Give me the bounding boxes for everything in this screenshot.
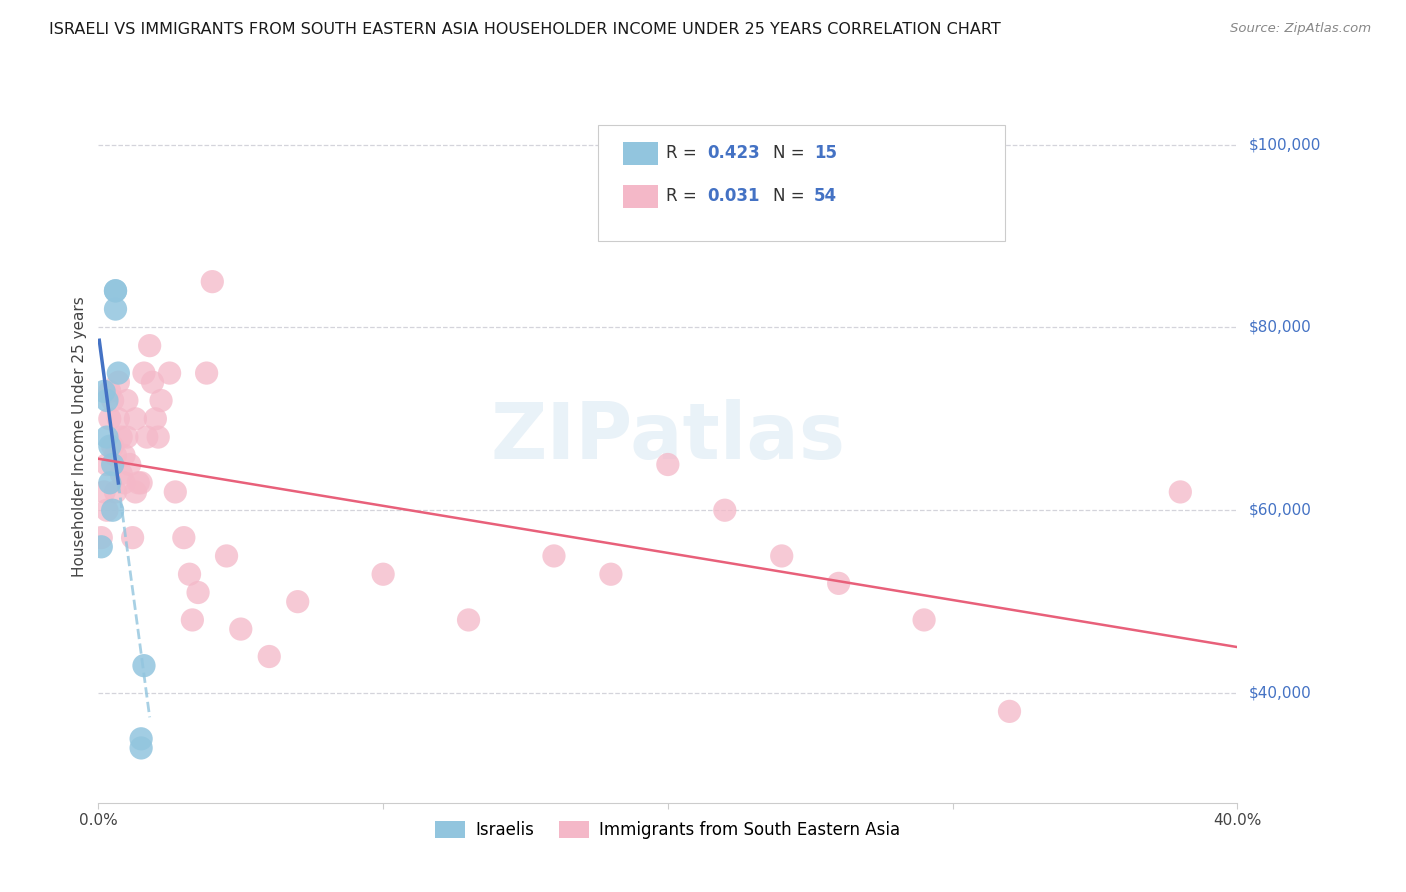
- Text: 54: 54: [814, 187, 837, 205]
- Point: [145, 411, 167, 425]
- Point: [101, 503, 124, 517]
- Point: [215, 549, 238, 563]
- Text: 15: 15: [814, 145, 837, 162]
- Point: [96, 503, 118, 517]
- Point: [770, 549, 793, 563]
- Point: [181, 613, 204, 627]
- Text: R =: R =: [666, 187, 703, 205]
- Point: [132, 658, 155, 673]
- Point: [600, 567, 623, 582]
- Point: [107, 366, 129, 380]
- Point: [173, 531, 195, 545]
- Point: [373, 567, 395, 582]
- Point: [457, 613, 479, 627]
- Point: [98, 411, 121, 425]
- Point: [912, 613, 935, 627]
- Point: [96, 458, 118, 472]
- Point: [115, 393, 138, 408]
- Point: [259, 649, 281, 664]
- Point: [195, 366, 218, 380]
- Point: [104, 448, 127, 462]
- Text: $100,000: $100,000: [1249, 137, 1320, 152]
- Point: [90, 531, 112, 545]
- Text: $40,000: $40,000: [1249, 686, 1312, 700]
- Point: [150, 393, 173, 408]
- Text: Source: ZipAtlas.com: Source: ZipAtlas.com: [1230, 22, 1371, 36]
- Point: [828, 576, 851, 591]
- Point: [112, 448, 135, 462]
- Point: [96, 430, 118, 444]
- Point: [1170, 484, 1192, 499]
- Point: [104, 284, 127, 298]
- Text: N =: N =: [773, 145, 810, 162]
- Point: [110, 430, 132, 444]
- Point: [101, 458, 124, 472]
- Point: [287, 594, 309, 608]
- Point: [141, 375, 163, 389]
- Point: [165, 484, 187, 499]
- Point: [138, 338, 160, 352]
- Point: [104, 284, 127, 298]
- Point: [107, 411, 129, 425]
- Point: [159, 366, 181, 380]
- Point: [121, 531, 143, 545]
- Y-axis label: Householder Income Under 25 years: Householder Income Under 25 years: [72, 297, 87, 577]
- Point: [115, 430, 138, 444]
- Point: [112, 475, 135, 490]
- Point: [998, 704, 1021, 718]
- Point: [187, 585, 209, 599]
- Point: [98, 439, 121, 453]
- Point: [229, 622, 252, 636]
- Point: [98, 475, 121, 490]
- Point: [93, 384, 115, 399]
- Point: [93, 484, 115, 499]
- Point: [104, 301, 127, 317]
- Point: [714, 503, 737, 517]
- Point: [101, 439, 124, 453]
- Point: [129, 740, 152, 755]
- Point: [110, 467, 132, 481]
- Point: [104, 484, 127, 499]
- Point: [101, 393, 124, 408]
- Point: [201, 275, 224, 289]
- Point: [124, 484, 146, 499]
- Point: [179, 567, 201, 582]
- Text: $80,000: $80,000: [1249, 320, 1312, 334]
- Point: [124, 411, 146, 425]
- Text: N =: N =: [773, 187, 810, 205]
- Point: [129, 731, 152, 746]
- Point: [543, 549, 565, 563]
- Point: [107, 375, 129, 389]
- Point: [98, 384, 121, 399]
- Text: ZIPatlas: ZIPatlas: [491, 399, 845, 475]
- Point: [129, 475, 152, 490]
- Point: [90, 540, 112, 554]
- Text: ISRAELI VS IMMIGRANTS FROM SOUTH EASTERN ASIA HOUSEHOLDER INCOME UNDER 25 YEARS : ISRAELI VS IMMIGRANTS FROM SOUTH EASTERN…: [49, 22, 1001, 37]
- Point: [118, 458, 141, 472]
- Point: [148, 430, 170, 444]
- Point: [96, 393, 118, 408]
- Point: [132, 366, 155, 380]
- Text: 0.031: 0.031: [707, 187, 759, 205]
- Legend: Israelis, Immigrants from South Eastern Asia: Israelis, Immigrants from South Eastern …: [429, 814, 907, 846]
- Text: R =: R =: [666, 145, 703, 162]
- Text: $60,000: $60,000: [1249, 503, 1312, 517]
- Point: [657, 458, 679, 472]
- Point: [127, 475, 149, 490]
- Point: [135, 430, 157, 444]
- Text: 0.423: 0.423: [707, 145, 761, 162]
